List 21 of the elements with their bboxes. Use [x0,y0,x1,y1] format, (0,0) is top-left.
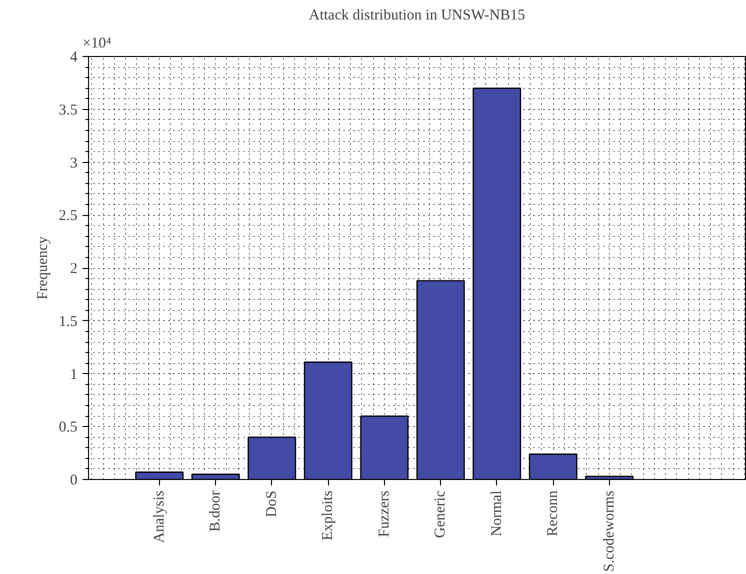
x-tick-label: Normal [488,490,505,536]
y-axis-title: Frequency [34,236,51,300]
y-tick-label: 0 [70,472,78,488]
chart-title: Attack distribution in UNSW-NB15 [308,8,526,24]
y-tick-label: 2 [70,261,78,277]
x-tick-label: S.codeworms [601,490,618,572]
y-tick-label: 4 [70,50,78,66]
x-tick-label: Reconn [545,490,562,536]
y-tick-label: 3.5 [58,102,78,118]
y-tick-label: 2.5 [58,208,78,224]
x-tick-label: Fuzzers [376,490,392,538]
y-tick-label: 0.5 [58,420,78,436]
x-tick-label: B.door [208,490,224,532]
y-tick-label: 3 [70,155,78,172]
x-tick-label: DoS [264,490,280,518]
text: ×10⁴ [82,36,112,52]
x-tick-label: Analysis [151,490,168,543]
y-tick-label: 1.5 [58,314,78,330]
y-tick-label: 1 [70,366,78,383]
x-tick-label: Exploits [320,490,336,540]
x-tick-label: Generic [432,490,449,538]
